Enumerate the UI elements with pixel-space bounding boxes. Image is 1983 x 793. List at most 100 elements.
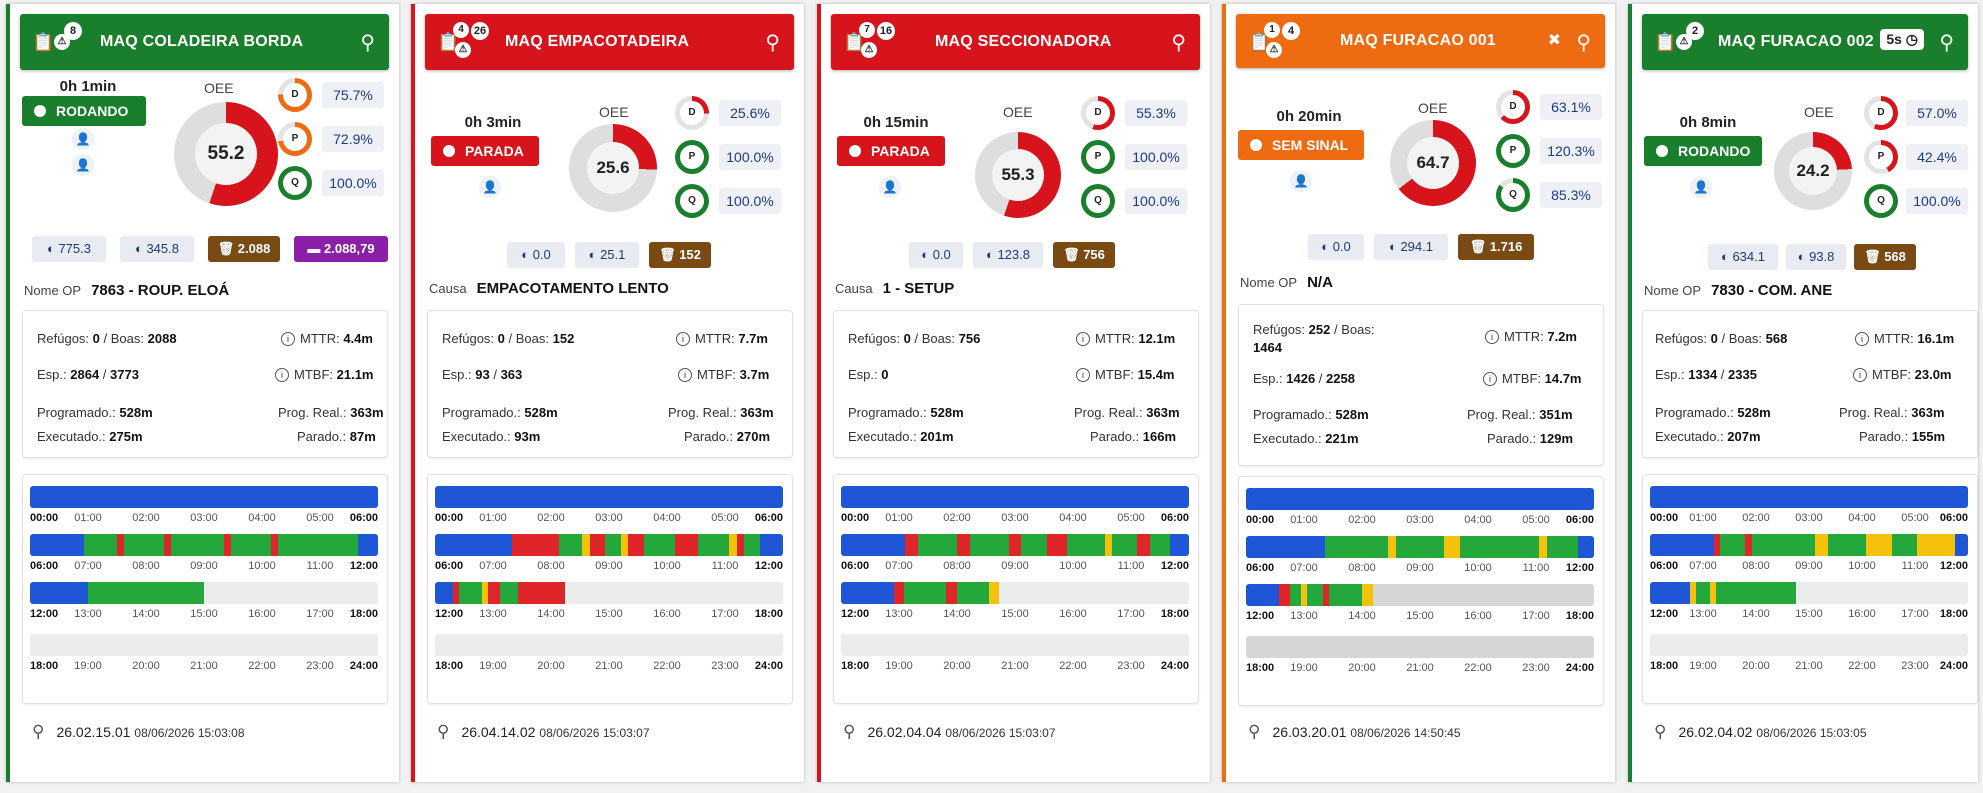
- timeline-segment[interactable]: [1047, 534, 1067, 556]
- timeline-segment[interactable]: [628, 534, 644, 556]
- timeline-segment[interactable]: [841, 634, 1189, 656]
- zoom-icon[interactable]: ⚲: [437, 722, 450, 741]
- timeline-bar[interactable]: [1246, 636, 1594, 658]
- timeline-segment[interactable]: [1713, 534, 1720, 556]
- timeline-segment[interactable]: [728, 534, 737, 556]
- timeline-segment[interactable]: [674, 534, 698, 556]
- timeline-segment[interactable]: [1246, 584, 1280, 606]
- timeline-segment[interactable]: [1246, 488, 1594, 510]
- timeline-bar[interactable]: [1650, 534, 1968, 556]
- clipboard-icon[interactable]: 📋: [843, 32, 866, 52]
- timeline-segment[interactable]: [30, 582, 88, 604]
- timeline-segment[interactable]: [1137, 534, 1151, 556]
- timeline-segment[interactable]: [988, 582, 1000, 604]
- timeline-segment[interactable]: [435, 582, 453, 604]
- machine-card-furacao-001[interactable]: 📋 1 4 ⚠ MAQ FURACAO 001 ✖ ⚲ 0h 20min SEM…: [1222, 4, 1615, 782]
- timeline-segment[interactable]: [357, 534, 378, 556]
- timeline-segment[interactable]: [517, 582, 565, 604]
- timeline-segment[interactable]: [1111, 534, 1138, 556]
- machine-card-coladeira[interactable]: 📋 ⚠ 8 MAQ COLADEIRA BORDA ⚲ 0h 1min RODA…: [6, 4, 399, 782]
- timeline-bar[interactable]: [841, 634, 1189, 656]
- timeline-bar[interactable]: [30, 582, 378, 604]
- clipboard-icon[interactable]: 📋: [437, 32, 460, 52]
- timeline-segment[interactable]: [918, 534, 957, 556]
- timeline-segment[interactable]: [482, 582, 489, 604]
- timeline-segment[interactable]: [1373, 584, 1594, 606]
- timeline-segment[interactable]: [904, 582, 947, 604]
- timeline-bar[interactable]: [841, 582, 1189, 604]
- timeline-segment[interactable]: [558, 534, 582, 556]
- timeline-segment[interactable]: [117, 534, 124, 556]
- timeline-segment[interactable]: [1150, 534, 1170, 556]
- timeline-segment[interactable]: [452, 582, 459, 604]
- timeline-segment[interactable]: [270, 534, 278, 556]
- operator-icon[interactable]: 👤: [1690, 176, 1712, 198]
- timeline-segment[interactable]: [204, 582, 378, 604]
- timeline-segment[interactable]: [1279, 584, 1291, 606]
- timeline-segment[interactable]: [589, 534, 606, 556]
- timeline-segment[interactable]: [1650, 486, 1968, 508]
- zoom-icon[interactable]: ⚲: [1248, 722, 1261, 741]
- timeline-segment[interactable]: [1246, 636, 1594, 658]
- timeline-segment[interactable]: [1388, 536, 1397, 558]
- timeline-segment[interactable]: [736, 534, 745, 556]
- timeline-segment[interactable]: [1795, 582, 1968, 604]
- timeline-segment[interactable]: [224, 534, 231, 556]
- timeline-segment[interactable]: [170, 534, 225, 556]
- timeline-segment[interactable]: [643, 534, 675, 556]
- machine-card-seccionadora[interactable]: 📋 7 16 ⚠ MAQ SECCIONADORA ⚲ 0h 15min PAR…: [817, 4, 1210, 782]
- operator-icon[interactable]: 👤: [72, 154, 94, 176]
- timeline-bar[interactable]: [1246, 536, 1594, 558]
- timeline-segment[interactable]: [1891, 534, 1918, 556]
- timeline-segment[interactable]: [620, 534, 629, 556]
- timeline-segment[interactable]: [1650, 534, 1714, 556]
- timeline-segment[interactable]: [841, 582, 894, 604]
- operator-icon[interactable]: 👤: [1290, 170, 1312, 192]
- timeline-segment[interactable]: [30, 534, 84, 556]
- card-header[interactable]: 📋 1 4 ⚠ MAQ FURACAO 001 ✖ ⚲: [1236, 14, 1605, 68]
- timeline-segment[interactable]: [1328, 584, 1363, 606]
- timeline-segment[interactable]: [564, 582, 783, 604]
- timeline-segment[interactable]: [999, 582, 1189, 604]
- timeline-bar[interactable]: [30, 634, 378, 656]
- timeline-bar[interactable]: [1246, 584, 1594, 606]
- clipboard-icon[interactable]: 📋: [1654, 32, 1677, 52]
- timeline-segment[interactable]: [1828, 534, 1867, 556]
- timeline-segment[interactable]: [1323, 584, 1329, 606]
- timeline-segment[interactable]: [30, 486, 378, 508]
- timeline-segment[interactable]: [1538, 536, 1547, 558]
- timeline-segment[interactable]: [893, 582, 905, 604]
- machine-card-furacao-002[interactable]: 📋 ⚠ 2 MAQ FURACAO 002 5s ◷ ⚲ 0h 8min ROD…: [1628, 4, 1978, 782]
- timeline-segment[interactable]: [458, 582, 483, 604]
- search-icon[interactable]: ⚲: [1576, 32, 1591, 54]
- operator-icon[interactable]: 👤: [879, 176, 901, 198]
- timeline-segment[interactable]: [88, 582, 204, 604]
- timeline-segment[interactable]: [946, 582, 958, 604]
- timeline-segment[interactable]: [488, 582, 500, 604]
- timeline-bar[interactable]: [435, 534, 783, 556]
- timeline-segment[interactable]: [1169, 534, 1189, 556]
- timeline-segment[interactable]: [1105, 534, 1112, 556]
- timeline-segment[interactable]: [1751, 534, 1816, 556]
- timeline-segment[interactable]: [1866, 534, 1892, 556]
- timeline-segment[interactable]: [1546, 536, 1579, 558]
- timeline-segment[interactable]: [1719, 534, 1746, 556]
- timeline-segment[interactable]: [1246, 536, 1326, 558]
- timeline-segment[interactable]: [1689, 582, 1697, 604]
- timeline-segment[interactable]: [1745, 534, 1752, 556]
- timeline-segment[interactable]: [1716, 582, 1796, 604]
- timeline-segment[interactable]: [759, 534, 783, 556]
- timeline-bar[interactable]: [1650, 582, 1968, 604]
- timeline-segment[interactable]: [1306, 584, 1324, 606]
- timeline-segment[interactable]: [1066, 534, 1106, 556]
- timeline-segment[interactable]: [969, 534, 1009, 556]
- timeline-segment[interactable]: [1459, 536, 1539, 558]
- card-header[interactable]: 📋 ⚠ 8 MAQ COLADEIRA BORDA ⚲: [20, 14, 389, 70]
- timeline-segment[interactable]: [277, 534, 358, 556]
- timeline-segment[interactable]: [1650, 634, 1968, 656]
- timeline-segment[interactable]: [957, 534, 970, 556]
- timeline-bar[interactable]: [1246, 488, 1594, 510]
- timeline-segment[interactable]: [499, 582, 518, 604]
- refresh-timer[interactable]: 5s ◷: [1880, 29, 1924, 50]
- timeline-bar[interactable]: [1650, 634, 1968, 656]
